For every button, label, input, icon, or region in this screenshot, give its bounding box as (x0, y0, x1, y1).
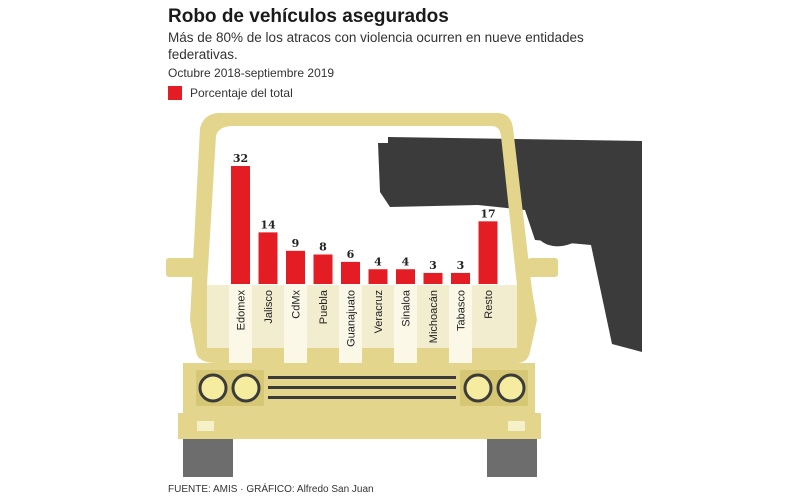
legend-swatch (168, 86, 182, 100)
bar-veracruz (368, 269, 388, 284)
grille-line-2 (268, 386, 456, 389)
gun-illustration (378, 137, 642, 352)
category-label: Jalisco (263, 290, 275, 324)
value-label: 8 (319, 241, 327, 254)
category-labels-group: Edomex Jalisco CdMx Puebla Guanajuato Veracru… (236, 289, 496, 347)
bumper-light-left (197, 421, 214, 431)
category-label: Edomex (236, 290, 248, 331)
headlight-right-2 (496, 373, 526, 403)
label-stripe (394, 285, 417, 363)
car-window-frame (190, 113, 537, 363)
chart-legend: Porcentaje del total (168, 86, 293, 100)
bar-tabasco (451, 272, 470, 284)
headlight-right-1 (463, 373, 493, 403)
car-mirror-left (166, 258, 196, 277)
category-label: Michoacán (428, 290, 440, 343)
value-label: 14 (260, 218, 276, 231)
bar-sinaloa (396, 269, 415, 284)
category-label: CdMx (291, 290, 303, 319)
bumper-light-right (508, 421, 525, 431)
gun-body (378, 137, 642, 352)
gun-trigger (560, 205, 579, 225)
grille-line-1 (268, 376, 456, 379)
label-stripe (229, 285, 252, 363)
label-stripe (339, 285, 362, 363)
tire-left (183, 439, 233, 477)
bar-jalisco (258, 232, 278, 284)
chart-subtitle: Más de 80% de los atracos con violencia … (168, 30, 584, 62)
gun-trigger-guard (529, 203, 592, 247)
category-label: Veracruz (373, 290, 385, 333)
chart-title: Robo de vehículos asegurados (168, 6, 449, 27)
value-label: 17 (480, 207, 495, 220)
bar-michoacán (423, 272, 443, 284)
value-label: 32 (233, 152, 248, 165)
category-label: Puebla (318, 289, 330, 324)
bar-edomex (231, 166, 250, 284)
bar-cdmx (286, 250, 305, 284)
car-mirror-right (528, 258, 558, 277)
value-label: 9 (292, 237, 300, 250)
value-label: 3 (457, 259, 465, 272)
tire-right (487, 439, 537, 477)
legend-label: Porcentaje del total (190, 86, 293, 100)
car-bumper (178, 413, 541, 439)
car-body (178, 363, 541, 477)
label-stripe (284, 285, 307, 363)
value-labels-group: 32 14 9 8 6 4 4 3 3 17 (233, 152, 496, 272)
grille-line-3 (268, 396, 456, 399)
bars-group (231, 166, 498, 284)
value-label: 4 (402, 255, 410, 268)
bar-guanajuato (341, 261, 360, 284)
value-label: 3 (429, 259, 437, 272)
category-label: Tabasco (456, 290, 468, 331)
bar-resto (478, 221, 498, 284)
label-band-stripes (229, 285, 472, 363)
category-label: Resto (483, 290, 495, 319)
label-stripe (449, 285, 472, 363)
value-label: 6 (347, 248, 355, 261)
headlight-left-1 (198, 373, 228, 403)
headlight-left-2 (231, 373, 261, 403)
bar-puebla (313, 254, 333, 284)
source-credit: FUENTE: AMIS · GRÁFICO: Alfredo San Juan (168, 484, 374, 495)
chart-period: Octubre 2018-septiembre 2019 (168, 66, 335, 80)
value-label: 4 (374, 255, 382, 268)
category-label: Sinaloa (401, 289, 413, 327)
category-label: Guanajuato (346, 290, 358, 347)
